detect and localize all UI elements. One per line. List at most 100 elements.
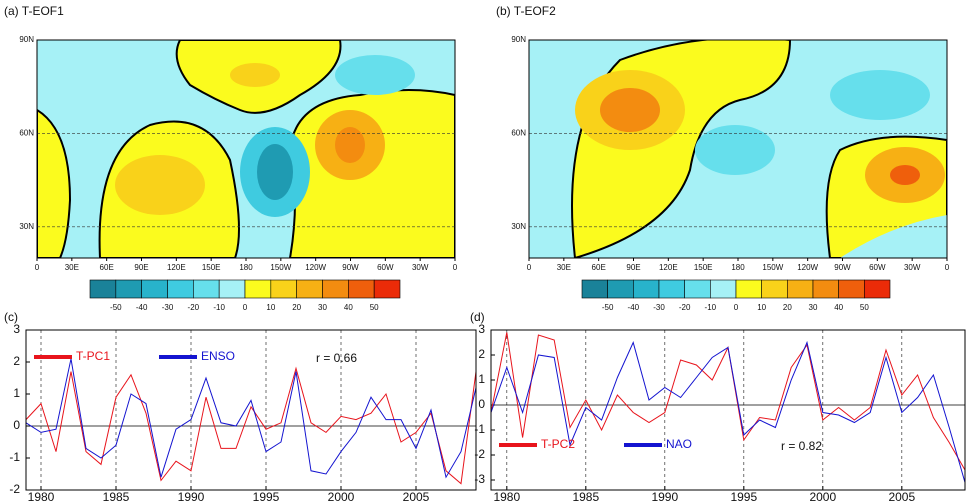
series-line xyxy=(25,358,477,479)
y-tick-label: 60N xyxy=(511,129,526,138)
map-frame xyxy=(36,39,456,259)
y-tick-label: 2 xyxy=(13,354,20,368)
colorbar-label: 40 xyxy=(834,303,843,312)
x-tick-label: 30W xyxy=(412,263,429,272)
x-tick-label: 120E xyxy=(167,263,186,272)
plot-frame xyxy=(25,329,477,491)
colorbar-label: 0 xyxy=(243,303,248,312)
colorbar-box xyxy=(89,279,117,299)
annotation: r = 0.66 xyxy=(316,351,357,365)
x-tick-label: 1980 xyxy=(493,490,520,504)
colorbar-box xyxy=(684,279,711,299)
panel-title: (c) xyxy=(4,310,18,324)
x-tick-label: 120E xyxy=(659,263,678,272)
colorbar-label: 20 xyxy=(292,303,301,312)
colorbar-label: 30 xyxy=(318,303,327,312)
colorbar-label: -10 xyxy=(705,303,717,312)
colorbar-box xyxy=(658,279,685,299)
plot-frame xyxy=(490,329,966,491)
x-tick-label: 0 xyxy=(527,263,532,272)
colorbar-label: -30 xyxy=(653,303,665,312)
colorbar-label: -20 xyxy=(188,303,200,312)
series-line xyxy=(25,366,477,485)
colorbar-label: 50 xyxy=(860,303,869,312)
y-tick-label: 90N xyxy=(511,35,526,44)
y-tick-label: 3 xyxy=(478,322,485,336)
x-tick-label: 2000 xyxy=(328,490,355,504)
y-tick-label: -2 xyxy=(474,447,485,461)
y-tick-label: 2 xyxy=(478,347,485,361)
colorbar-box xyxy=(373,279,401,299)
y-tick-label: -1 xyxy=(474,422,485,436)
x-tick-label: 1985 xyxy=(103,490,130,504)
colorbar-label: 20 xyxy=(783,303,792,312)
colorbar-box xyxy=(710,279,737,299)
colorbar-box xyxy=(296,279,323,299)
colorbar-box xyxy=(322,279,349,299)
panel-title: (d) xyxy=(470,310,485,324)
y-tick-label: 3 xyxy=(13,322,20,336)
colorbar-box xyxy=(735,279,762,299)
y-tick-label: 0 xyxy=(478,397,485,411)
y-tick-label: 30N xyxy=(19,222,34,231)
y-tick-label: 0 xyxy=(13,418,20,432)
x-tick-label: 60W xyxy=(377,263,394,272)
colorbar-label: 0 xyxy=(734,303,739,312)
colorbar-label: 40 xyxy=(344,303,353,312)
colorbar-box xyxy=(244,279,272,299)
colorbar-box xyxy=(270,279,297,299)
x-tick-label: 150E xyxy=(202,263,221,272)
colorbar-box xyxy=(218,279,246,299)
x-tick-label: 90W xyxy=(834,263,851,272)
annotation: r = 0.82 xyxy=(781,439,822,453)
x-tick-label: 30E xyxy=(65,263,79,272)
colorbar-box xyxy=(193,279,220,299)
colorbar-label: 10 xyxy=(757,303,766,312)
colorbar-label: -40 xyxy=(136,303,148,312)
x-tick-label: 0 xyxy=(35,263,40,272)
y-tick-label: 60N xyxy=(19,129,34,138)
panel-title: (b) T-EOF2 xyxy=(496,4,556,18)
x-tick-label: 1995 xyxy=(253,490,280,504)
x-tick-label: 30E xyxy=(557,263,571,272)
x-tick-label: 0 xyxy=(945,263,950,272)
colorbar-box xyxy=(115,279,142,299)
x-tick-label: 90E xyxy=(626,263,640,272)
y-tick-label: 30N xyxy=(511,222,526,231)
colorbar-box xyxy=(167,279,194,299)
x-tick-label: 2005 xyxy=(888,490,915,504)
x-tick-label: 180 xyxy=(731,263,745,272)
x-tick-label: 120W xyxy=(797,263,818,272)
colorbar-box xyxy=(812,279,839,299)
x-tick-label: 60W xyxy=(869,263,886,272)
x-tick-label: 60E xyxy=(100,263,114,272)
colorbar-box xyxy=(607,279,634,299)
colorbar-box xyxy=(141,279,168,299)
x-tick-label: 90E xyxy=(134,263,148,272)
x-tick-label: 1990 xyxy=(178,490,205,504)
x-tick-label: 180 xyxy=(239,263,253,272)
y-tick-label: 1 xyxy=(478,372,485,386)
x-tick-label: 90W xyxy=(342,263,359,272)
panel-title: (a) T-EOF1 xyxy=(4,4,64,18)
colorbar-label: -40 xyxy=(628,303,640,312)
colorbar-label: 50 xyxy=(370,303,379,312)
colorbar-box xyxy=(633,279,660,299)
x-tick-label: 60E xyxy=(592,263,606,272)
colorbar-box xyxy=(787,279,814,299)
x-tick-label: 1985 xyxy=(572,490,599,504)
x-tick-label: 0 xyxy=(453,263,458,272)
legend-label: T-PC2 xyxy=(541,437,575,451)
colorbar-box xyxy=(864,279,891,299)
colorbar-label: -50 xyxy=(602,303,614,312)
x-tick-label: 150W xyxy=(762,263,783,272)
series-line xyxy=(490,340,966,483)
map-field xyxy=(37,40,455,258)
x-tick-label: 2005 xyxy=(403,490,430,504)
colorbar-label: -20 xyxy=(679,303,691,312)
map-field xyxy=(529,40,947,258)
y-tick-label: 1 xyxy=(13,386,20,400)
legend-label: NAO xyxy=(666,437,692,451)
colorbar-box xyxy=(348,279,375,299)
